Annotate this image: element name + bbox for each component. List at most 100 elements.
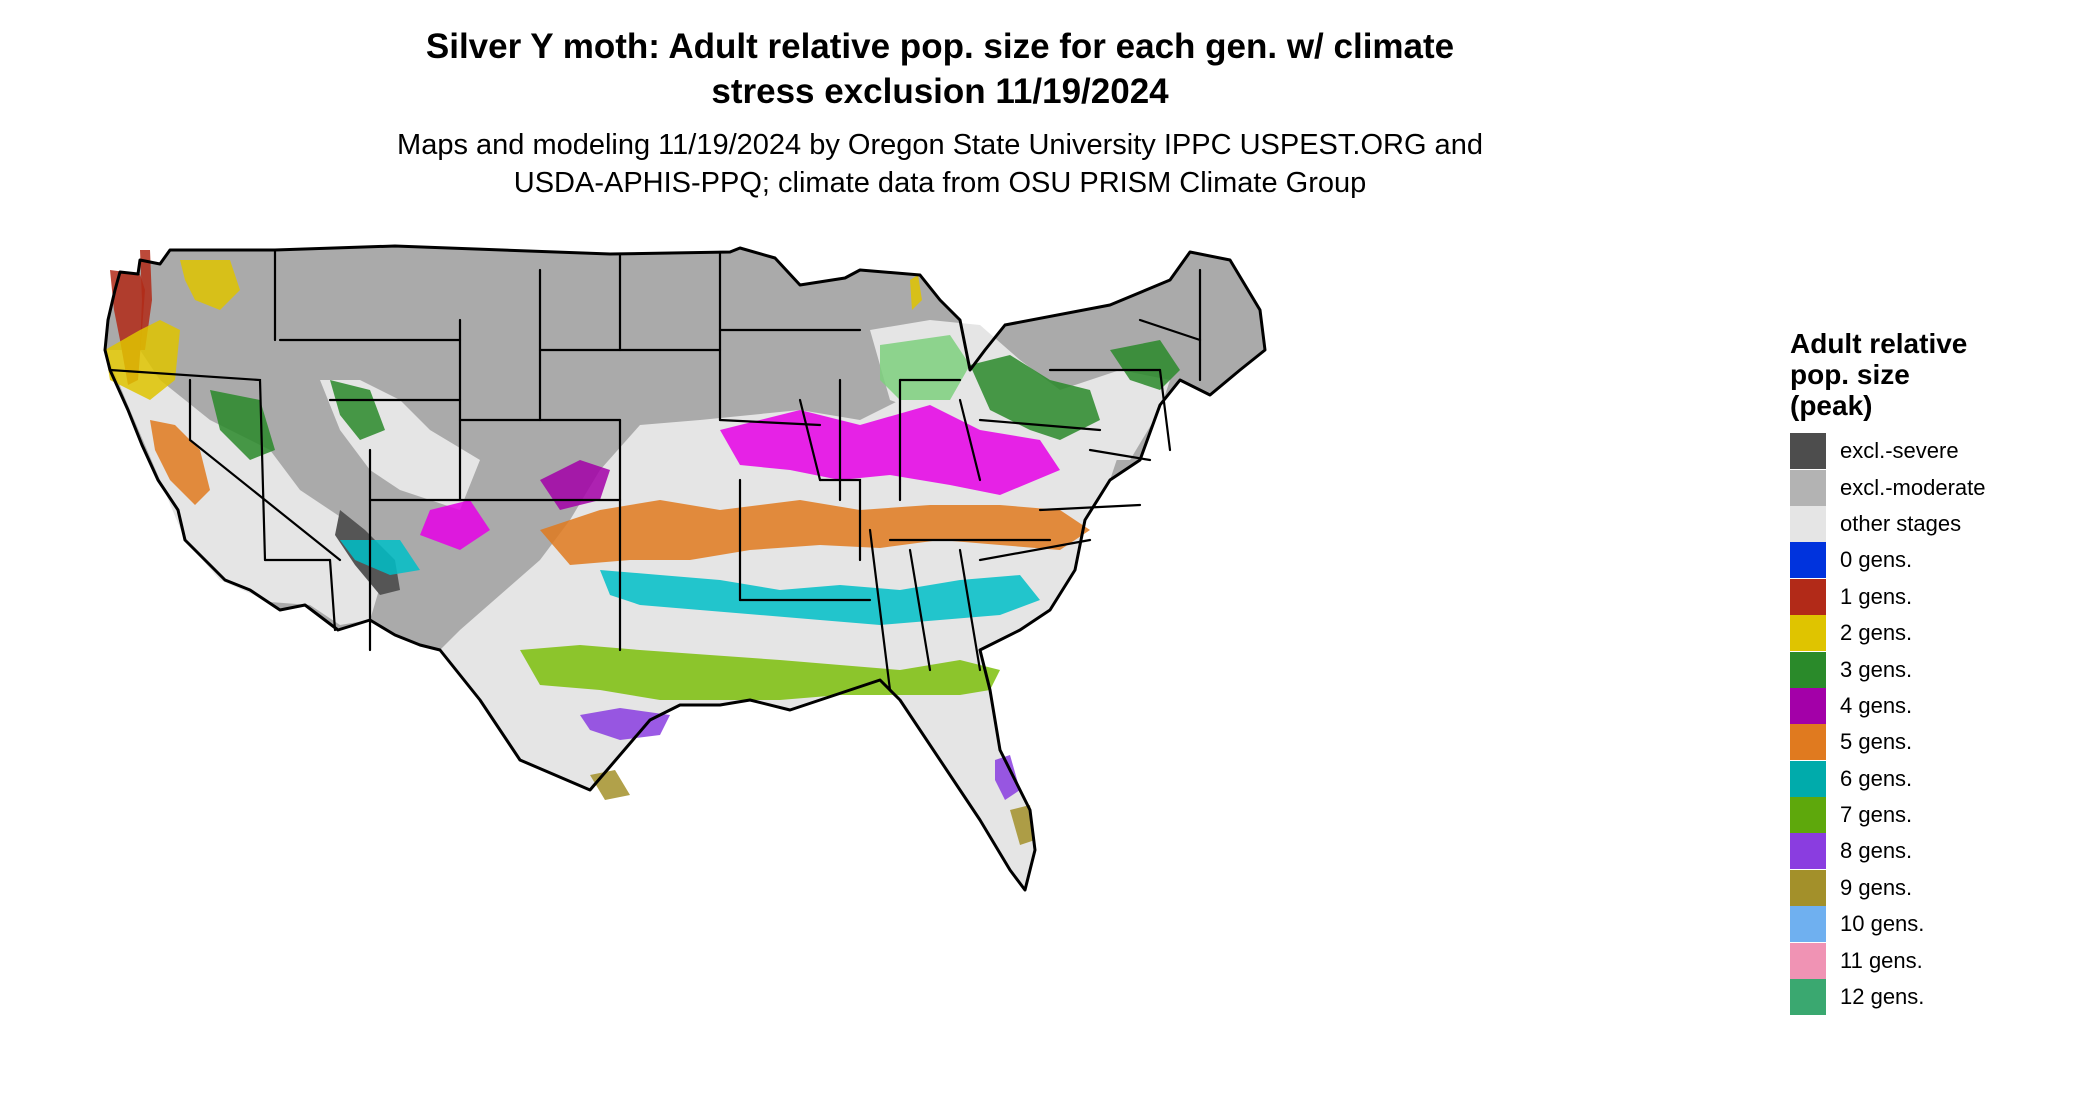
legend-swatch xyxy=(1790,615,1826,652)
gen2-band xyxy=(105,320,180,400)
legend-label: 10 gens. xyxy=(1840,911,1925,937)
legend-label: 9 gens. xyxy=(1840,874,1913,900)
gen4-band xyxy=(720,405,1060,495)
gen3-band xyxy=(970,355,1100,440)
map-title: Silver Y moth: Adult relative pop. size … xyxy=(300,24,1580,114)
gen4-band xyxy=(420,500,490,550)
gen9-band xyxy=(1010,805,1035,845)
legend-label: 8 gens. xyxy=(1840,838,1913,864)
legend-label: 3 gens. xyxy=(1840,656,1913,682)
gen4-band xyxy=(540,460,610,510)
legend-item: 5 gens. xyxy=(1790,724,2090,761)
us-population-map xyxy=(103,244,1267,892)
title-line-1: Silver Y moth: Adult relative pop. size … xyxy=(425,27,1455,66)
subtitle-line-1: Maps and modeling 11/19/2024 by Oregon S… xyxy=(397,129,1483,161)
legend-item: 2 gens. xyxy=(1790,615,2090,652)
state-border xyxy=(718,418,822,427)
legend-label: other stages xyxy=(1840,510,1962,536)
exclusion-regions xyxy=(105,246,1265,890)
legend-label: excl.-severe xyxy=(1840,438,1959,464)
legend-item: 12 gens. xyxy=(1790,979,2090,1016)
legend-title-line-3: (peak) xyxy=(1790,390,1873,421)
gen2-band xyxy=(910,275,922,310)
legend-swatch xyxy=(1790,542,1826,579)
legend-label: 6 gens. xyxy=(1840,765,1913,791)
legend-swatch xyxy=(1790,833,1826,870)
legend-label: 4 gens. xyxy=(1840,692,1913,718)
gen6-band xyxy=(600,570,1040,625)
legend-swatch xyxy=(1790,760,1826,797)
subtitle-line-2: USDA-APHIS-PPQ; climate data from OSU PR… xyxy=(513,167,1367,199)
legend-title-line-2: pop. size xyxy=(1790,359,1910,390)
legend-item: excl.-moderate xyxy=(1790,469,2090,506)
legend-label: 7 gens. xyxy=(1840,802,1913,828)
legend-label: 1 gens. xyxy=(1840,583,1913,609)
state-border xyxy=(1138,318,1202,342)
gen2-band xyxy=(180,260,240,310)
legend-item: 0 gens. xyxy=(1790,542,2090,579)
state-borders xyxy=(103,244,1267,892)
gen6-band xyxy=(340,540,420,575)
state-border xyxy=(978,538,1092,562)
state-border xyxy=(1038,503,1142,512)
gen3-band xyxy=(210,390,275,460)
legend-title-line-1: Adult relative xyxy=(1790,328,1968,359)
legend-title: Adult relative pop. size (peak) xyxy=(1790,328,2090,421)
legend-swatch xyxy=(1790,651,1826,688)
legend-swatch xyxy=(1790,469,1826,506)
legend-item: 10 gens. xyxy=(1790,906,2090,943)
state-border xyxy=(868,528,892,692)
legend-label: 0 gens. xyxy=(1840,547,1913,573)
legend-item: 8 gens. xyxy=(1790,833,2090,870)
legend-swatch xyxy=(1790,505,1826,542)
legend-label: 5 gens. xyxy=(1840,729,1913,755)
title-line-2: stress exclusion 11/19/2024 xyxy=(711,72,1169,111)
generation-bands xyxy=(105,250,1180,845)
legend-label: 12 gens. xyxy=(1840,984,1925,1010)
gen5-band xyxy=(150,420,210,505)
legend-label: excl.-moderate xyxy=(1840,474,1986,500)
state-border xyxy=(798,398,822,482)
state-border xyxy=(818,478,862,562)
legend-item: 4 gens. xyxy=(1790,687,2090,724)
legend-item: 1 gens. xyxy=(1790,578,2090,615)
legend-item: 6 gens. xyxy=(1790,760,2090,797)
gen3-band xyxy=(330,380,385,440)
gen8-band xyxy=(580,708,670,740)
state-border xyxy=(958,398,982,482)
legend-item: other stages xyxy=(1790,505,2090,542)
legend-items: excl.-severe excl.-moderate other stages 0 … xyxy=(1790,433,2090,1016)
state-border xyxy=(1088,448,1152,462)
national-border xyxy=(103,244,1267,892)
state-border xyxy=(1158,368,1172,452)
gen3-band xyxy=(1110,340,1180,390)
legend-swatch xyxy=(1790,906,1826,943)
legend-item: 7 gens. xyxy=(1790,797,2090,834)
state-border xyxy=(328,558,337,632)
state-border xyxy=(908,548,932,672)
legend-swatch xyxy=(1790,578,1826,615)
legend-swatch xyxy=(1790,724,1826,761)
gen5-band xyxy=(540,500,1090,565)
map-subtitle: Maps and modeling 11/19/2024 by Oregon S… xyxy=(300,126,1580,202)
legend-swatch xyxy=(1790,979,1826,1016)
legend-swatch xyxy=(1790,433,1826,470)
legend-swatch xyxy=(1790,869,1826,906)
legend-swatch xyxy=(1790,942,1826,979)
legend-item: 9 gens. xyxy=(1790,869,2090,906)
legend-item: 11 gens. xyxy=(1790,942,2090,979)
legend: Adult relative pop. size (peak) excl.-se… xyxy=(1790,328,2090,1016)
gen8-band xyxy=(995,755,1020,800)
legend-swatch xyxy=(1790,687,1826,724)
state-border xyxy=(188,378,342,562)
legend-item: 3 gens. xyxy=(1790,651,2090,688)
state-border xyxy=(978,418,1102,432)
legend-item: excl.-severe xyxy=(1790,433,2090,470)
other-stages-region xyxy=(105,350,385,625)
gen1-band xyxy=(140,250,152,350)
gen7-band xyxy=(520,645,1000,700)
legend-label: 11 gens. xyxy=(1840,947,1923,973)
legend-swatch xyxy=(1790,797,1826,834)
legend-label: 2 gens. xyxy=(1840,620,1913,646)
gen3-band xyxy=(880,335,970,400)
